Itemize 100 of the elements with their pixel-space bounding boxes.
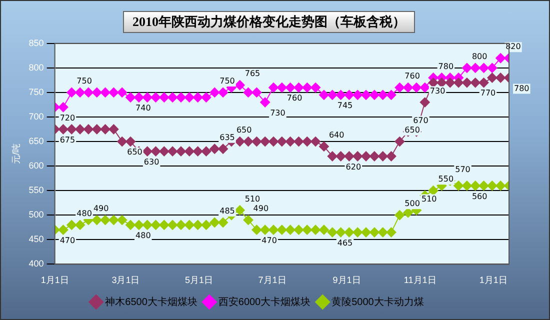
point [243, 87, 254, 98]
point [420, 82, 430, 93]
point [126, 92, 136, 102]
point [66, 124, 77, 134]
point [268, 136, 278, 147]
point [352, 90, 363, 100]
point [234, 205, 245, 216]
data-label: 730 [430, 86, 446, 96]
data-label: 745 [337, 101, 353, 110]
y-axis-title: 元/吨 [10, 144, 21, 164]
data-label: 720 [60, 113, 76, 122]
data-label: 750 [220, 76, 235, 86]
data-label: 740 [136, 103, 151, 112]
point [327, 90, 338, 100]
point [285, 136, 296, 147]
point [201, 92, 212, 102]
data-label: 470 [262, 236, 277, 245]
data-label: 650 [127, 148, 142, 157]
data-label: 510 [244, 194, 260, 204]
point [218, 87, 228, 98]
point [352, 227, 363, 238]
point [487, 180, 498, 191]
point [285, 82, 296, 93]
point [445, 78, 456, 88]
point [327, 151, 338, 162]
point [234, 136, 245, 147]
point [83, 124, 94, 134]
point [394, 210, 405, 220]
point [150, 92, 161, 102]
y-tick-label: 500 [28, 210, 44, 220]
y-tick-label: 450 [28, 234, 44, 244]
legend-label: 西安6000大卡烟煤块 [218, 296, 311, 308]
point [243, 215, 254, 226]
point [462, 78, 472, 88]
point [201, 146, 212, 156]
point [192, 146, 203, 156]
point [210, 144, 220, 154]
data-label: 500 [404, 199, 420, 208]
point [134, 220, 144, 230]
point [201, 220, 212, 230]
point [478, 62, 489, 73]
point [126, 136, 136, 147]
point [117, 215, 128, 226]
point [150, 146, 161, 156]
point [310, 136, 321, 147]
y-tick-label: 800 [28, 62, 44, 72]
x-tick-label: 11月1日 [404, 275, 436, 286]
point [294, 224, 304, 235]
point [260, 224, 270, 235]
point [75, 220, 86, 230]
data-label: 480 [136, 231, 151, 240]
point [142, 220, 152, 230]
point [487, 72, 498, 83]
point [92, 124, 102, 134]
point [184, 146, 194, 156]
point [243, 136, 254, 147]
x-tick-label: 7月1日 [258, 275, 286, 286]
point [252, 136, 262, 147]
point [496, 180, 506, 191]
point [192, 220, 203, 230]
point [470, 78, 480, 88]
point [184, 220, 194, 230]
point [327, 227, 338, 238]
point [260, 97, 270, 108]
data-label: 490 [253, 204, 269, 214]
data-label: 570 [455, 164, 470, 174]
point [210, 87, 220, 98]
data-label: 550 [438, 174, 454, 184]
point [252, 87, 262, 98]
point [496, 53, 506, 64]
point [310, 224, 321, 235]
point [150, 220, 161, 230]
point [454, 78, 464, 88]
point [411, 82, 422, 93]
point [310, 82, 321, 93]
point [344, 151, 354, 162]
point [352, 151, 363, 162]
point [142, 146, 152, 156]
point [420, 97, 430, 108]
point [108, 87, 119, 98]
point [294, 136, 304, 147]
point [58, 102, 68, 112]
point [276, 82, 287, 93]
point [344, 227, 354, 238]
legend-label: 黄陵5000大卡动力煤 [332, 296, 424, 308]
y-tick-label: 850 [28, 38, 44, 48]
point [454, 180, 464, 191]
data-label: 670 [413, 116, 428, 125]
point [369, 90, 380, 100]
data-label: 760 [404, 72, 420, 81]
point [168, 92, 178, 102]
data-label: 480 [76, 209, 92, 218]
point [58, 124, 68, 134]
point [184, 92, 194, 102]
point [361, 90, 372, 100]
y-tick-label: 700 [28, 111, 44, 122]
point [108, 215, 119, 226]
point [117, 136, 128, 147]
point [470, 62, 480, 73]
point [403, 208, 414, 218]
